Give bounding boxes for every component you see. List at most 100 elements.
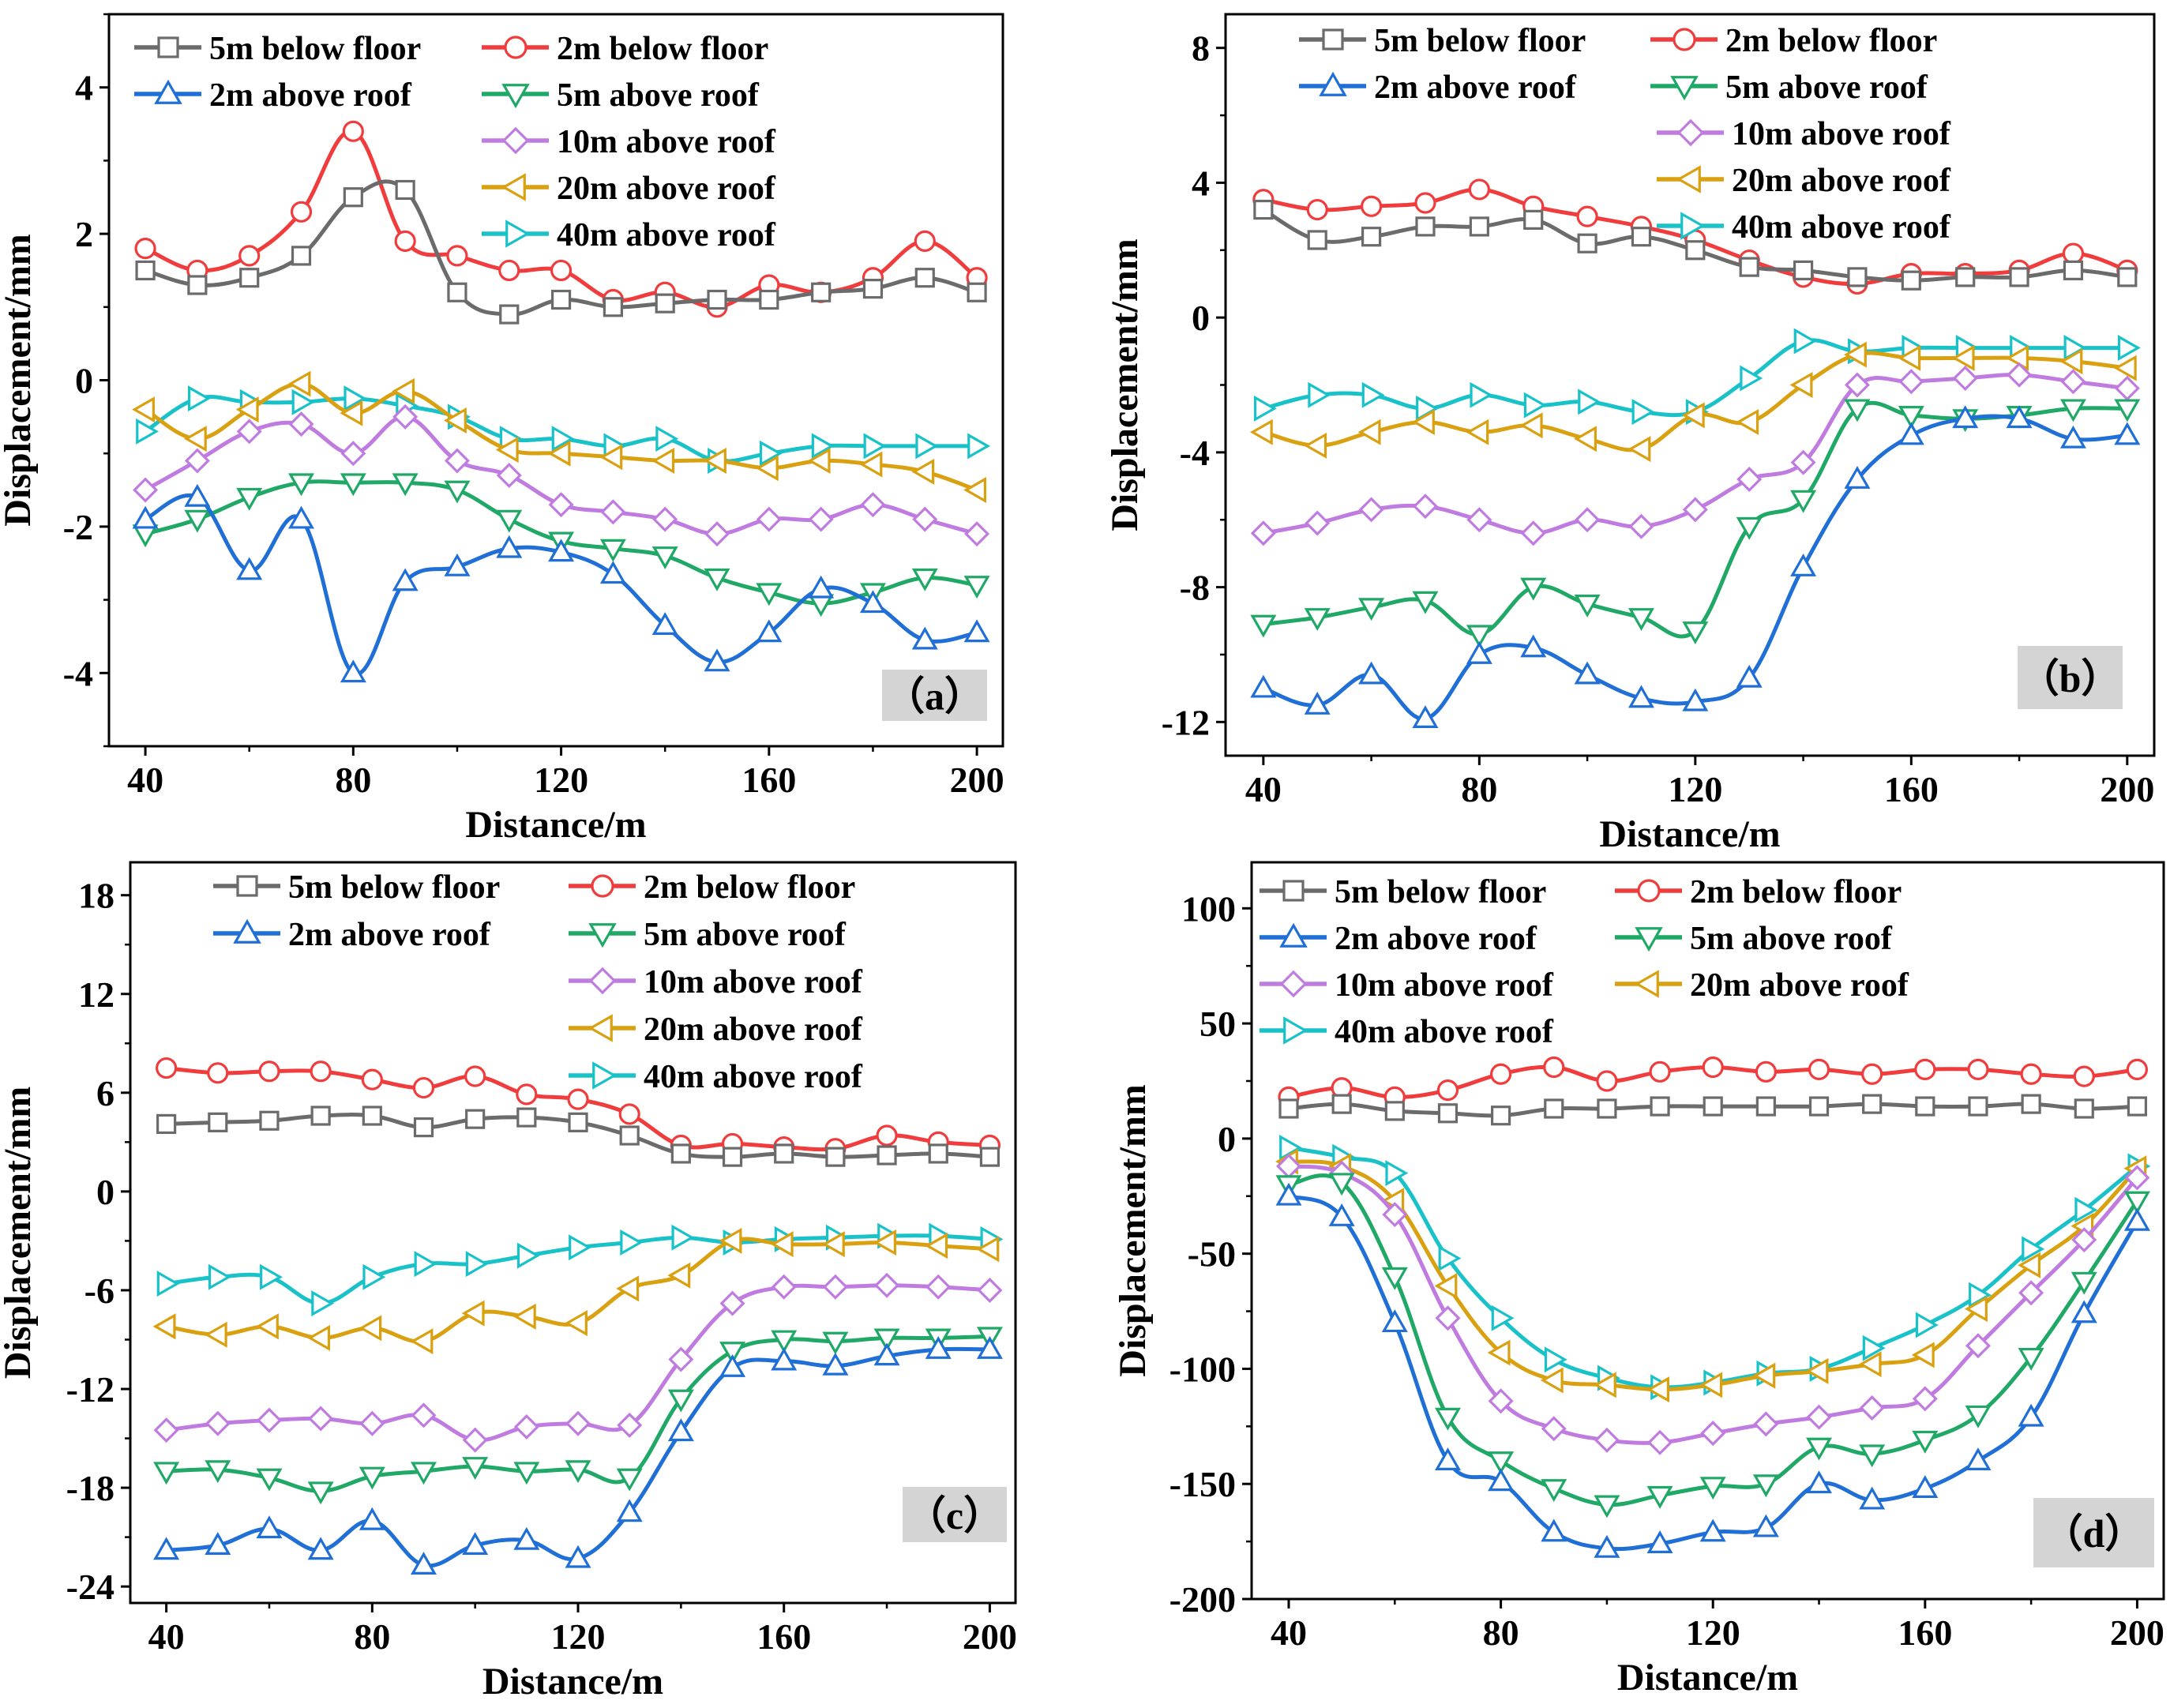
data-point — [340, 400, 363, 426]
data-point — [1544, 1098, 1564, 1119]
data-point — [1304, 608, 1331, 631]
data-point — [567, 1088, 589, 1110]
data-point — [1790, 490, 1817, 513]
data-point — [822, 1274, 848, 1300]
data-point — [256, 1515, 283, 1539]
data-point — [655, 426, 679, 452]
data-point — [671, 1224, 695, 1251]
legend-label: 5m below floor — [1374, 23, 1586, 59]
data-point — [568, 1112, 588, 1132]
data-point — [1965, 1405, 1992, 1428]
data-point — [413, 1117, 434, 1138]
data-point — [651, 546, 678, 569]
data-point — [1385, 1160, 1409, 1187]
data-point — [2074, 1098, 2094, 1119]
data-point — [1278, 1098, 1299, 1119]
legend-marker — [1680, 212, 1706, 240]
data-point — [873, 1328, 900, 1352]
data-point — [414, 1251, 437, 1278]
panel-label-box — [2033, 1498, 2154, 1567]
y-tick-label: 18 — [78, 876, 115, 916]
data-point — [911, 458, 935, 485]
data-point — [1328, 1203, 1355, 1226]
data-point — [771, 1347, 798, 1371]
data-point — [2006, 344, 2029, 371]
legend-label: 5m below floor — [1335, 874, 1546, 910]
data-point — [465, 1251, 489, 1278]
data-point — [1306, 198, 1328, 221]
y-tick-label: 0 — [75, 361, 93, 401]
data-point — [874, 1272, 900, 1298]
legend-marker — [157, 36, 179, 58]
legend-entry-5m-above-roof: 5m above roof — [1615, 921, 1893, 957]
data-point — [599, 561, 626, 584]
x-axis-title: Distance/m — [482, 1661, 663, 1702]
data-point — [964, 521, 990, 547]
data-point — [1844, 399, 1871, 422]
data-point — [340, 473, 366, 497]
data-point — [134, 238, 156, 260]
legend-marker — [1635, 927, 1663, 952]
panel-d: 40 80 120 160 200 -200 -150 -100 -50 0 50 100 Distan… — [1112, 861, 2165, 1699]
data-point — [655, 293, 675, 313]
data-point — [915, 433, 939, 460]
data-point — [1541, 1518, 1567, 1542]
data-point — [859, 451, 883, 478]
data-point — [461, 1300, 485, 1327]
series-line-2m-above-roof — [143, 494, 979, 677]
data-point — [133, 477, 159, 503]
legend-marker — [233, 918, 261, 944]
x-tick-label: 200 — [963, 1616, 1017, 1657]
data-point — [235, 396, 259, 423]
legend-label: 2m below floor — [644, 869, 855, 906]
data-point — [410, 1552, 437, 1575]
series-20m-above-roof — [1275, 1148, 2147, 1403]
data-point — [667, 1418, 694, 1442]
data-point — [2018, 1347, 2044, 1371]
data-point — [873, 1342, 900, 1366]
legend-label: 40m above roof — [1335, 1014, 1554, 1050]
data-point — [1275, 1182, 1302, 1206]
legend-entry-2m-above-roof: 2m above roof — [1260, 921, 1537, 957]
series-2m-below-floor — [156, 1057, 1001, 1160]
data-point — [976, 1236, 1000, 1263]
x-tick-label: 160 — [741, 760, 796, 800]
data-point — [1699, 1477, 1726, 1500]
data-point — [1898, 344, 1921, 371]
data-point — [1250, 614, 1277, 638]
legend-marker — [1319, 71, 1347, 96]
panel-b: 40 80 120 160 200 -12 -8 -4 0 4 8 Distance/m Displac… — [1104, 13, 2156, 855]
legend-label: 10m above roof — [644, 964, 863, 1000]
data-point — [1384, 1101, 1405, 1121]
data-point — [236, 557, 263, 580]
data-point — [1790, 554, 1817, 576]
data-point — [2059, 425, 2086, 449]
data-point — [1305, 510, 1331, 536]
data-point — [1965, 1447, 1992, 1470]
data-point — [756, 506, 782, 532]
data-point — [307, 1324, 331, 1351]
legend-label: 40m above roof — [644, 1059, 863, 1095]
y-tick-label: 2 — [75, 214, 93, 254]
data-point — [1576, 205, 1598, 227]
data-point — [153, 1462, 180, 1485]
data-point — [1519, 412, 1543, 439]
data-point — [599, 539, 626, 562]
data-point — [1488, 1468, 1515, 1492]
legend-entry-20m-above-roof: 20m above roof — [482, 171, 776, 207]
data-point — [1898, 422, 1924, 445]
series-line-40m-above-roof — [1286, 1146, 2139, 1390]
series-20m-above-roof — [1249, 341, 2137, 463]
data-point — [1631, 227, 1652, 247]
plot-frame — [129, 861, 1017, 1605]
data-point — [1304, 692, 1331, 715]
data-point — [359, 1466, 385, 1490]
legend-entry-20m-above-roof: 20m above roof — [1615, 967, 1909, 1004]
data-point — [205, 1460, 231, 1484]
series-20m-above-roof — [132, 370, 987, 504]
data-point — [1736, 408, 1759, 435]
x-tick-label: 120 — [534, 760, 588, 800]
data-point — [667, 1389, 694, 1413]
data-point — [618, 1103, 640, 1125]
